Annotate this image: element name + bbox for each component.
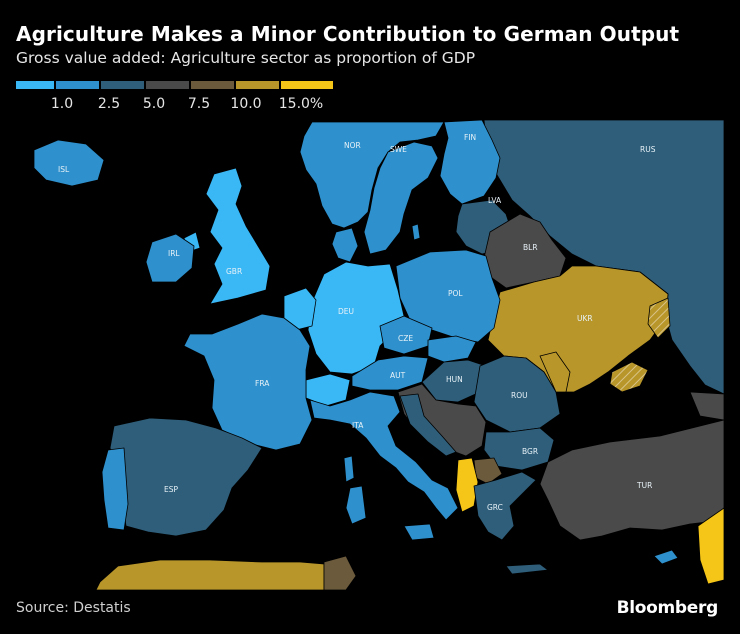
label-fra: FRA	[255, 379, 270, 388]
country-hrv	[399, 393, 457, 457]
legend-label: 2.5	[97, 96, 121, 112]
legend-swatch	[56, 81, 99, 89]
legend-swatch	[191, 81, 234, 89]
donbas-hatch	[647, 297, 671, 339]
label-deu: DEU	[338, 307, 354, 316]
label-pol: POL	[448, 289, 463, 298]
legend-label: 5.0	[142, 96, 166, 112]
country-syr	[697, 507, 725, 585]
europe-map: ISL NOR SWE FIN RUS LVA BLR IRL GBR DEU …	[0, 118, 740, 591]
label-lva: LVA	[488, 196, 502, 205]
country-fin	[439, 119, 501, 205]
country-tun	[323, 555, 357, 591]
label-ita: ITA	[352, 421, 364, 430]
country-tur	[539, 419, 725, 541]
label-fin: FIN	[464, 133, 476, 142]
country-svk	[427, 335, 477, 363]
country-ita	[309, 391, 459, 521]
bloomberg-logo: Bloomberg	[616, 598, 719, 618]
label-aut: AUT	[390, 371, 406, 380]
label-hun: HUN	[446, 375, 463, 384]
island-gotland	[411, 223, 421, 241]
legend-label: 1.0	[50, 96, 74, 112]
island-sicily	[403, 523, 435, 541]
legend-swatch	[16, 81, 54, 89]
legend-swatch	[236, 81, 279, 89]
country-rou	[473, 355, 561, 433]
label-tur: TUR	[636, 481, 652, 490]
legend-label: 10.0	[230, 96, 262, 112]
crimea-hatch	[609, 361, 649, 393]
label-ukr: UKR	[577, 314, 593, 323]
country-deu	[307, 261, 405, 375]
chart-subtitle: Gross value added: Agriculture sector as…	[16, 49, 476, 67]
label-gbr: GBR	[226, 267, 242, 276]
legend: 1.0 2.5 5.0 7.5 10.0 15.0%	[16, 81, 336, 117]
legend-label: 7.5	[187, 96, 211, 112]
label-rus: RUS	[640, 145, 656, 154]
legend-swatch	[101, 81, 144, 89]
country-cyp	[653, 549, 679, 565]
label-grc: GRC	[487, 503, 503, 512]
label-blr: BLR	[523, 243, 538, 252]
map-svg: ISL NOR SWE FIN RUS LVA BLR IRL GBR DEU …	[33, 119, 725, 591]
label-cze: CZE	[398, 334, 413, 343]
label-isl: ISL	[58, 165, 70, 174]
country-labels: ISL NOR SWE FIN RUS LVA BLR IRL GBR DEU …	[58, 133, 656, 512]
label-nor: NOR	[344, 141, 361, 150]
country-fra	[183, 313, 313, 451]
island-corsica	[343, 455, 355, 483]
country-isl	[33, 139, 105, 187]
label-irl: IRL	[168, 249, 180, 258]
legend-swatch	[146, 81, 189, 89]
island-crete	[505, 563, 549, 575]
country-dnk	[331, 227, 359, 263]
source-note: Source: Destatis	[16, 600, 131, 616]
legend-swatch	[281, 81, 333, 89]
country-dza	[95, 559, 325, 591]
label-swe: SWE	[390, 145, 407, 154]
country-grc	[473, 471, 537, 541]
country-mda	[539, 351, 571, 393]
country-alb	[455, 457, 479, 513]
label-rou: ROU	[511, 391, 528, 400]
country-swe	[363, 141, 439, 255]
country-irl	[145, 233, 195, 283]
island-sardinia	[345, 485, 367, 525]
chart-title: Agriculture Makes a Minor Contribution t…	[16, 22, 680, 46]
label-bgr: BGR	[522, 447, 538, 456]
country-nor	[299, 121, 445, 229]
country-prt	[101, 447, 129, 531]
label-esp: ESP	[164, 485, 178, 494]
country-caucasus	[689, 391, 725, 421]
country-gbr	[205, 167, 271, 305]
legend-label: 15.0%	[278, 96, 324, 112]
